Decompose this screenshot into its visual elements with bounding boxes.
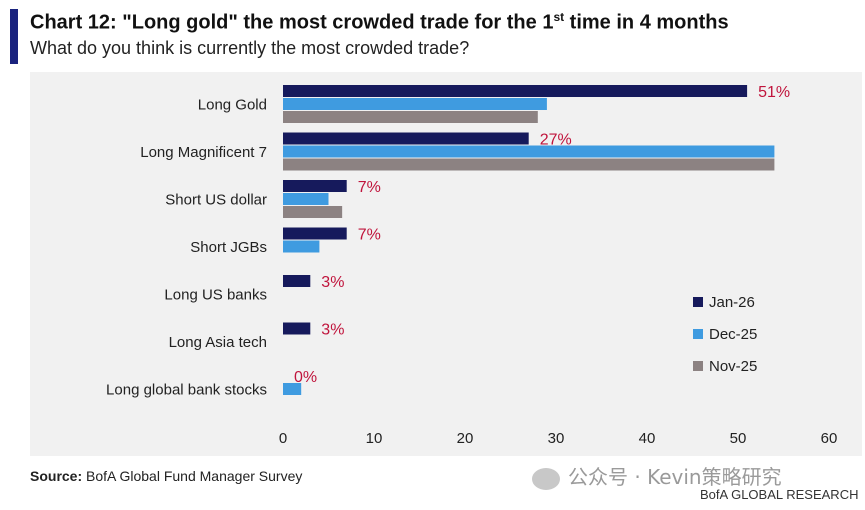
bar-jan-26 — [283, 180, 347, 192]
category-label: Long global bank stocks — [106, 382, 267, 399]
bar-jan-26 — [283, 275, 311, 287]
chart-subtitle: What do you think is currently the most … — [30, 38, 470, 58]
chart-title: Chart 12: "Long gold" the most crowded t… — [30, 10, 729, 34]
x-tick-label: 30 — [548, 430, 565, 447]
category-label: Long Magnificent 7 — [140, 144, 267, 161]
legend-swatch — [693, 361, 703, 371]
data-label: 7% — [358, 227, 381, 244]
x-tick-label: 60 — [821, 430, 838, 447]
bar-jan-26 — [283, 227, 347, 240]
x-tick-label: 50 — [730, 430, 747, 447]
legend-label: Dec-25 — [709, 326, 757, 343]
bar-jan-26 — [283, 322, 311, 335]
legend-label: Jan-26 — [709, 294, 755, 311]
wechat-logo-icon — [532, 467, 560, 490]
category-label: Long Gold — [198, 97, 267, 114]
bar-nov-25 — [283, 111, 538, 123]
legend-swatch — [693, 329, 703, 339]
bar-nov-25 — [283, 158, 775, 171]
legend-label: Nov-25 — [709, 358, 757, 375]
x-tick-label: 10 — [366, 430, 383, 447]
bar-dec-25 — [283, 383, 302, 395]
bar-dec-25 — [283, 145, 775, 158]
data-label: 7% — [358, 179, 381, 196]
title-accent-bar — [10, 9, 18, 64]
data-label: 3% — [321, 322, 344, 339]
brand-label: BofA GLOBAL RESEARCH — [700, 487, 859, 502]
category-label: Long Asia tech — [169, 334, 267, 351]
category-label: Short JGBs — [190, 239, 267, 256]
bar-nov-25 — [283, 206, 343, 218]
x-tick-label: 40 — [639, 430, 656, 447]
x-tick-label: 0 — [279, 430, 287, 447]
bar-dec-25 — [283, 240, 320, 253]
category-label: Long US banks — [164, 287, 267, 304]
bar-dec-25 — [283, 193, 329, 205]
source-note: Source: BofA Global Fund Manager Survey — [30, 468, 303, 484]
data-label: 3% — [321, 274, 344, 291]
data-label: 27% — [540, 132, 572, 149]
x-tick-label: 20 — [457, 430, 474, 447]
bar-jan-26 — [283, 85, 748, 97]
bar-dec-25 — [283, 98, 547, 110]
category-label: Short US dollar — [165, 192, 267, 209]
bar-jan-26 — [283, 132, 529, 145]
legend-swatch — [693, 297, 703, 307]
data-label: 51% — [758, 84, 790, 101]
data-label: 0% — [294, 369, 317, 386]
watermark: 公众号 · Kevin策略研究 — [532, 461, 782, 490]
